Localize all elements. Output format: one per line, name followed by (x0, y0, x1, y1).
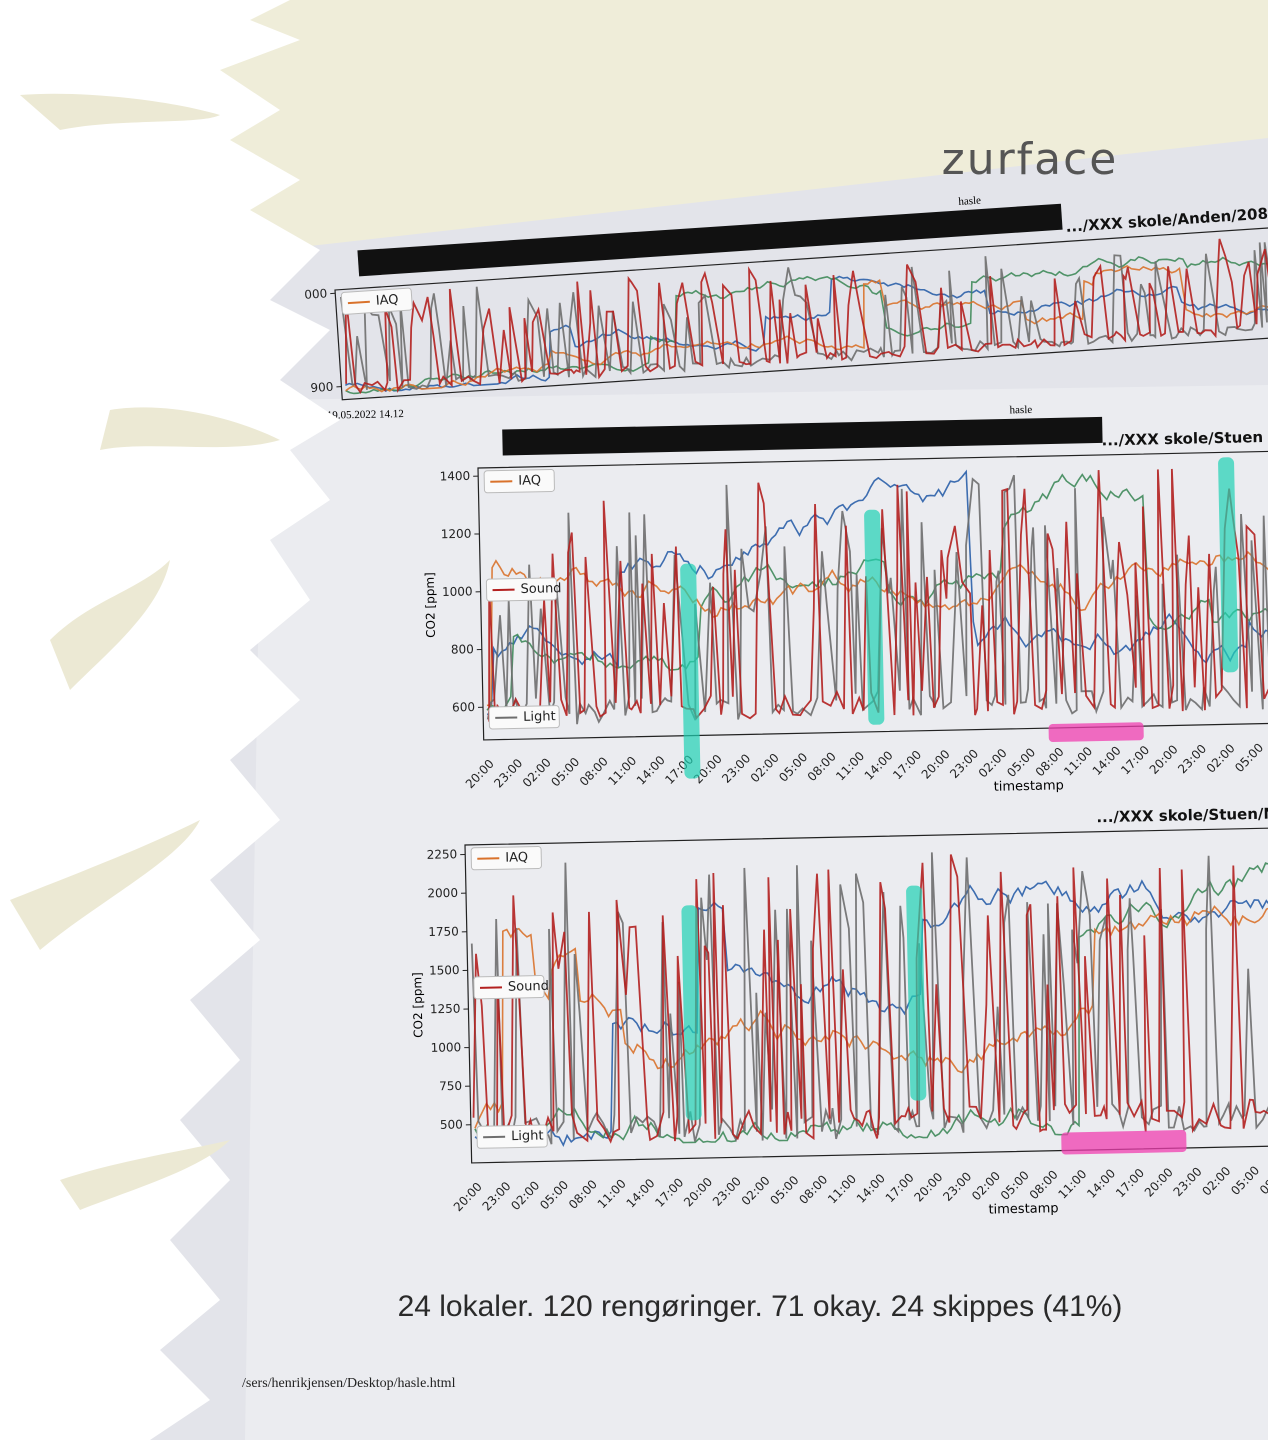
y-tick-label: 1500 (429, 963, 460, 978)
y-axis-label: CO2 [ppm] (410, 972, 425, 1038)
brush-streak (10, 93, 280, 1211)
legend-label: Sound (508, 979, 549, 995)
title-bar (502, 416, 1103, 456)
file-path: /sers/henrikjensen/Desktop/hasle.html (242, 1376, 456, 1391)
plot-area (339, 236, 1268, 395)
plot-trace (474, 898, 1268, 1129)
y-axis-label: CO2 [ppm] (423, 572, 438, 638)
highlighter-teal (864, 509, 885, 725)
y-tick-label: 900 (310, 380, 334, 395)
x-axis-label: timestamp (988, 1201, 1058, 1217)
legend-label: IAQ (505, 850, 528, 865)
legend-swatch (347, 300, 370, 305)
plot-trace (488, 468, 1268, 723)
legend-box (488, 705, 560, 730)
print-date: 19.05.2022 14.12 (327, 408, 404, 422)
y-tick-label: 1200 (441, 527, 472, 542)
highlighter-teal (1218, 457, 1239, 673)
y-tick-label: 000 (304, 286, 328, 301)
caption: 24 lokaler. 120 rengøringer. 71 okay. 24… (398, 1290, 1123, 1323)
plot-trace (339, 242, 1268, 390)
highlighter-pink (1061, 1130, 1187, 1155)
highlighter-teal (680, 563, 701, 779)
plot-area (470, 852, 1268, 1148)
chart-title: .../XXX skole/Stuen/Na (1096, 804, 1268, 826)
y-tick-label: 1000 (442, 584, 473, 599)
highlighter-teal (681, 905, 702, 1121)
y-tick-label: 1250 (430, 1002, 461, 1017)
y-tick-label: 1000 (431, 1040, 462, 1055)
y-tick-label: 1400 (439, 469, 470, 484)
legend-box (476, 1124, 548, 1149)
y-tick-label: 750 (439, 1079, 462, 1093)
y-tick-label: 500 (440, 1117, 463, 1131)
legend-label: IAQ (375, 292, 399, 308)
legend-box (340, 287, 413, 315)
legend-label: Sound (520, 581, 561, 597)
plot-frame (464, 827, 1268, 1164)
legend-label: Light (523, 709, 556, 725)
legend-label: IAQ (518, 473, 541, 488)
highlighter-teal (906, 885, 927, 1101)
plot-frame (334, 227, 1268, 401)
plot-trace (486, 550, 1268, 707)
chart-title: .../XXX skole/Stuen (1101, 428, 1263, 449)
y-tick-label: 800 (451, 642, 474, 656)
y-tick-label: 2000 (427, 886, 458, 901)
plot-trace (344, 236, 1268, 395)
legend-box (470, 845, 542, 871)
legend-box (483, 468, 555, 494)
page-header: hasle (958, 195, 981, 208)
legend-box (473, 975, 545, 1000)
legend-box (485, 577, 558, 602)
paper-front (245, 385, 1268, 1440)
y-tick-label: 2250 (427, 847, 458, 862)
plot-trace (472, 854, 1268, 1144)
y-tick-label: 1750 (428, 924, 459, 939)
page-header: hasle (1009, 404, 1032, 416)
plot-area (486, 468, 1268, 725)
brush-mask (0, 0, 340, 1440)
plot-frame (477, 450, 1268, 741)
plot-trace (486, 474, 1268, 725)
highlighter-pink (1048, 722, 1144, 743)
y-tick-label: 600 (452, 700, 475, 714)
title-bar (357, 203, 1063, 277)
x-axis-label: timestamp (994, 778, 1064, 794)
brand-logo: zurface (942, 134, 1119, 185)
legend-label: Light (511, 1128, 544, 1144)
